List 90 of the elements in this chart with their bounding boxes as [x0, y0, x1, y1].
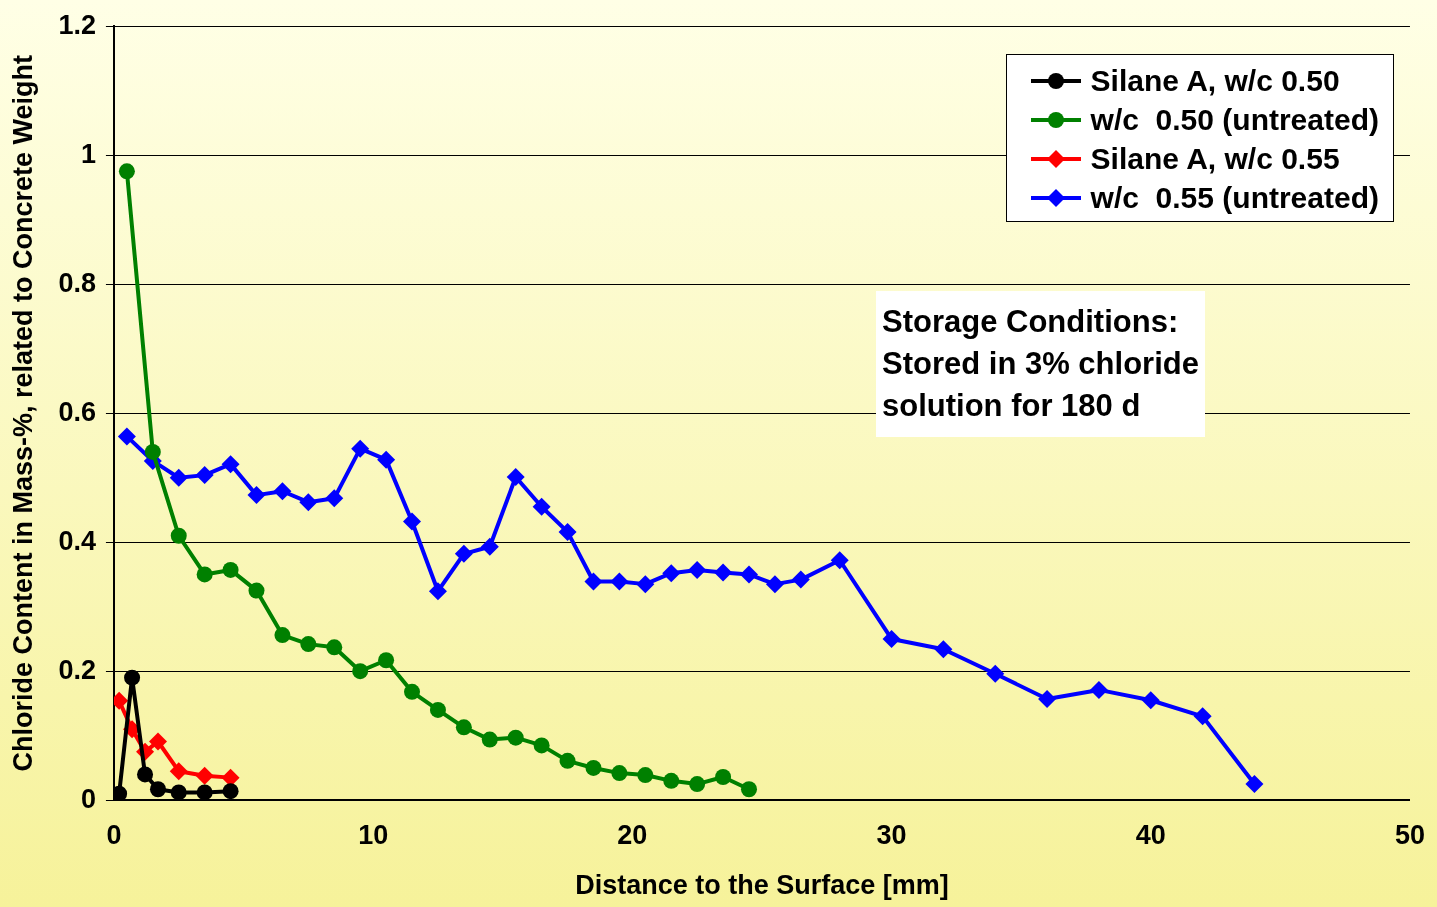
point: [150, 781, 166, 798]
point: [195, 766, 214, 785]
point: [196, 566, 213, 583]
point: [934, 640, 953, 659]
point: [1245, 775, 1264, 794]
point: [689, 776, 706, 793]
point: [377, 450, 396, 469]
point: [611, 765, 628, 782]
point: [428, 582, 447, 601]
point: [558, 522, 577, 541]
point: [663, 772, 680, 789]
point: [222, 783, 239, 800]
point: [169, 468, 188, 487]
x-tick-label: 50: [1394, 819, 1426, 850]
point: [273, 482, 292, 501]
point: [507, 729, 524, 746]
point: [195, 466, 214, 485]
point: [248, 582, 265, 599]
point: [1141, 691, 1160, 710]
y-tick-label: 1.2: [58, 9, 96, 40]
point: [124, 669, 141, 686]
point: [741, 781, 757, 798]
y-tick-label: 0.8: [58, 267, 96, 298]
y-tick-label: 0.4: [58, 525, 96, 556]
point: [351, 439, 370, 458]
point: [274, 627, 291, 644]
point: [378, 652, 395, 669]
point: [169, 762, 188, 781]
y-tick-label: 0: [80, 783, 96, 814]
point: [113, 785, 128, 801]
legend-label: w/c 0.55 (untreated): [1090, 180, 1379, 215]
point: [403, 512, 422, 531]
point: [117, 427, 136, 446]
y-axis-title: Chloride Content in Mass-%, related to Concrete Weight: [7, 54, 38, 772]
point: [585, 759, 602, 776]
point: [532, 497, 551, 516]
point: [1193, 707, 1212, 726]
legend-label: Silane A, w/c 0.50: [1090, 63, 1340, 98]
point: [352, 663, 369, 680]
point: [506, 468, 525, 487]
point: [454, 544, 473, 563]
point: [610, 572, 629, 591]
point: [326, 639, 343, 656]
point: [688, 560, 707, 579]
point: [137, 766, 154, 783]
x-tick-label: 10: [358, 819, 389, 850]
point: [637, 767, 654, 784]
point: [1089, 680, 1108, 699]
point: [196, 784, 213, 801]
point: [118, 163, 135, 180]
point: [715, 768, 732, 785]
point: [882, 629, 901, 648]
point: [1038, 689, 1057, 708]
legend-label: w/c 0.50 (untreated): [1090, 102, 1379, 137]
point: [481, 731, 498, 748]
x-tick-label: 0: [106, 819, 122, 850]
point: [986, 664, 1005, 683]
point: [429, 701, 446, 718]
legend-label: Silane A, w/c 0.55: [1090, 141, 1340, 176]
x-tick-label: 30: [876, 819, 907, 850]
annotation: Storage Conditions: Stored in 3% chloride solution for 180 d: [876, 291, 1205, 438]
point: [404, 683, 421, 700]
point: [144, 443, 161, 460]
point: [662, 564, 681, 583]
point: [247, 486, 266, 505]
y-tick-label: 0.6: [58, 396, 96, 427]
point: [584, 572, 603, 591]
point: [325, 489, 344, 508]
point: [791, 570, 810, 589]
x-tick-label: 20: [617, 819, 648, 850]
point: [740, 565, 758, 584]
y-tick-label: 1: [80, 138, 96, 169]
point: [480, 537, 499, 556]
point: [149, 732, 167, 751]
point: [300, 636, 317, 653]
point: [714, 563, 733, 582]
point: [221, 455, 240, 474]
point: [222, 561, 239, 578]
point: [765, 575, 784, 594]
point: [636, 575, 655, 594]
point: [170, 527, 187, 544]
point: [533, 737, 550, 754]
x-axis-title: Distance to the Surface [mm]: [575, 870, 949, 901]
point: [830, 551, 849, 570]
point: [455, 719, 472, 736]
y-tick-label: 0.2: [58, 654, 96, 685]
point: [559, 752, 576, 769]
point: [170, 784, 187, 801]
x-tick-label: 40: [1135, 819, 1166, 850]
point: [299, 493, 318, 512]
